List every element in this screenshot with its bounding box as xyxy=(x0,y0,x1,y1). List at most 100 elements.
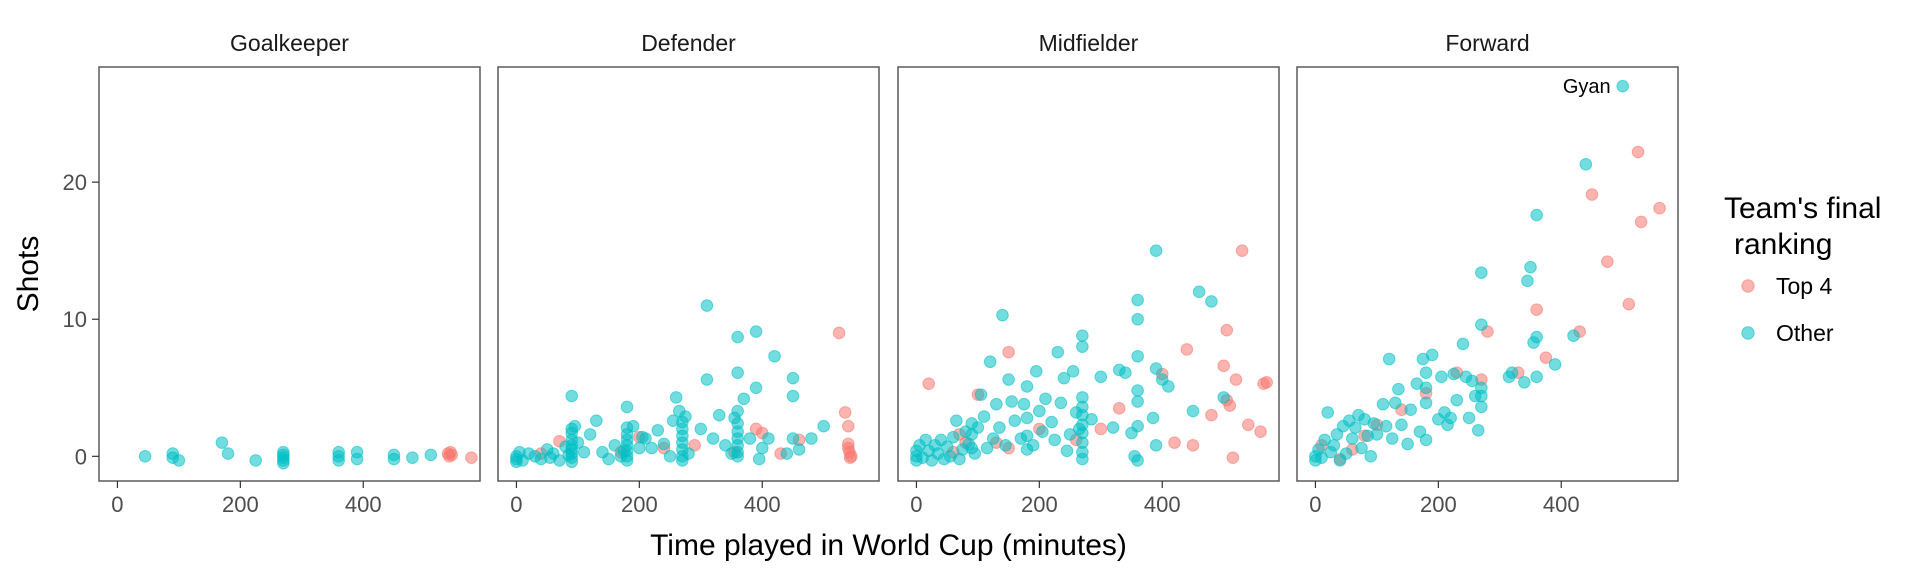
y-axis-title: Shots xyxy=(12,236,45,313)
x-tick-label: 400 xyxy=(1543,492,1580,517)
data-point xyxy=(749,325,763,338)
data-point xyxy=(1585,188,1599,201)
data-point xyxy=(1020,429,1034,443)
data-point xyxy=(1131,312,1144,326)
data-point xyxy=(620,454,634,467)
data-point xyxy=(1339,447,1353,460)
data-point xyxy=(817,419,830,433)
data-point xyxy=(1149,244,1163,257)
data-point xyxy=(583,428,597,441)
data-point xyxy=(1036,425,1049,438)
data-point xyxy=(1518,375,1531,389)
data-point xyxy=(950,414,963,427)
x-tick-label: 200 xyxy=(621,492,658,517)
data-point xyxy=(922,377,936,390)
data-point xyxy=(843,451,857,464)
data-point xyxy=(731,450,744,463)
data-point xyxy=(1033,404,1046,418)
data-point xyxy=(1579,158,1593,171)
data-point xyxy=(608,439,622,452)
data-point xyxy=(700,299,714,312)
data-point xyxy=(1054,396,1068,410)
data-point xyxy=(626,419,640,433)
data-point xyxy=(1020,380,1034,393)
data-point xyxy=(441,447,455,460)
data-point xyxy=(1260,375,1274,389)
x-tick-label: 200 xyxy=(222,492,259,517)
data-point xyxy=(1465,374,1479,388)
data-point xyxy=(694,422,708,436)
data-point xyxy=(792,443,806,456)
data-point xyxy=(1005,395,1018,408)
data-point xyxy=(980,441,994,455)
data-point xyxy=(786,389,800,403)
facet-title: Midfielder xyxy=(1039,30,1139,56)
data-point xyxy=(1094,422,1108,436)
data-point xyxy=(1530,303,1543,316)
legend-title: Team's final xyxy=(1724,192,1881,225)
series-other xyxy=(910,244,1230,467)
data-point xyxy=(1419,381,1433,395)
panel-frame xyxy=(897,66,1280,482)
data-point xyxy=(706,432,720,445)
data-point xyxy=(1653,201,1666,215)
annotation-label: Gyan xyxy=(1563,76,1611,98)
data-point xyxy=(755,441,769,455)
data-point xyxy=(1008,414,1022,427)
data-point xyxy=(1205,295,1218,308)
data-point xyxy=(752,452,766,466)
data-point xyxy=(465,451,478,464)
data-point xyxy=(553,454,566,467)
data-point xyxy=(1367,417,1381,430)
data-point xyxy=(947,430,960,444)
data-point xyxy=(731,404,744,418)
data-point xyxy=(1521,274,1534,288)
data-point xyxy=(1444,411,1457,425)
data-point xyxy=(968,447,982,460)
data-point xyxy=(1217,391,1230,404)
data-point xyxy=(1131,384,1144,397)
facet-panel-defender: Defender 0 200 400 xyxy=(497,30,880,517)
data-point xyxy=(669,391,683,404)
data-point xyxy=(1419,433,1433,447)
legend-label: Other xyxy=(1776,320,1834,346)
series-top-4 xyxy=(441,445,478,464)
data-point xyxy=(1229,373,1243,386)
data-point xyxy=(1447,367,1461,381)
data-point xyxy=(838,406,852,419)
data-point xyxy=(1002,345,1015,359)
data-point xyxy=(1435,370,1448,384)
legend-key-top-4 xyxy=(1741,279,1755,293)
data-point xyxy=(1379,419,1393,433)
panel-frame xyxy=(497,66,880,482)
data-point xyxy=(1392,382,1405,396)
facet-panel-forward: Forward 0 200 400 Gyan xyxy=(1296,30,1679,517)
data-point xyxy=(1063,428,1077,441)
data-point xyxy=(1162,380,1175,393)
data-point xyxy=(1327,439,1341,452)
data-point xyxy=(332,454,345,467)
data-point xyxy=(1475,389,1488,403)
facet-title: Forward xyxy=(1445,30,1529,56)
data-point xyxy=(1226,451,1240,464)
data-point xyxy=(1094,370,1108,384)
facet-panel-goalkeeper: Goalkeeper 0 200 400 0 10 20 xyxy=(63,30,481,517)
data-point xyxy=(1616,79,1629,93)
data-point xyxy=(983,355,997,369)
data-point xyxy=(639,432,652,445)
data-point xyxy=(657,437,671,451)
data-point xyxy=(1186,439,1200,452)
data-point xyxy=(986,432,1000,445)
data-point xyxy=(350,452,364,466)
data-point xyxy=(1315,451,1328,464)
data-point xyxy=(1631,145,1645,159)
data-point xyxy=(737,392,751,406)
data-point xyxy=(1020,411,1034,425)
data-point xyxy=(977,410,991,423)
data-point xyxy=(1318,433,1331,447)
data-point xyxy=(1505,366,1519,380)
data-point xyxy=(277,456,290,470)
data-point xyxy=(1346,432,1359,445)
